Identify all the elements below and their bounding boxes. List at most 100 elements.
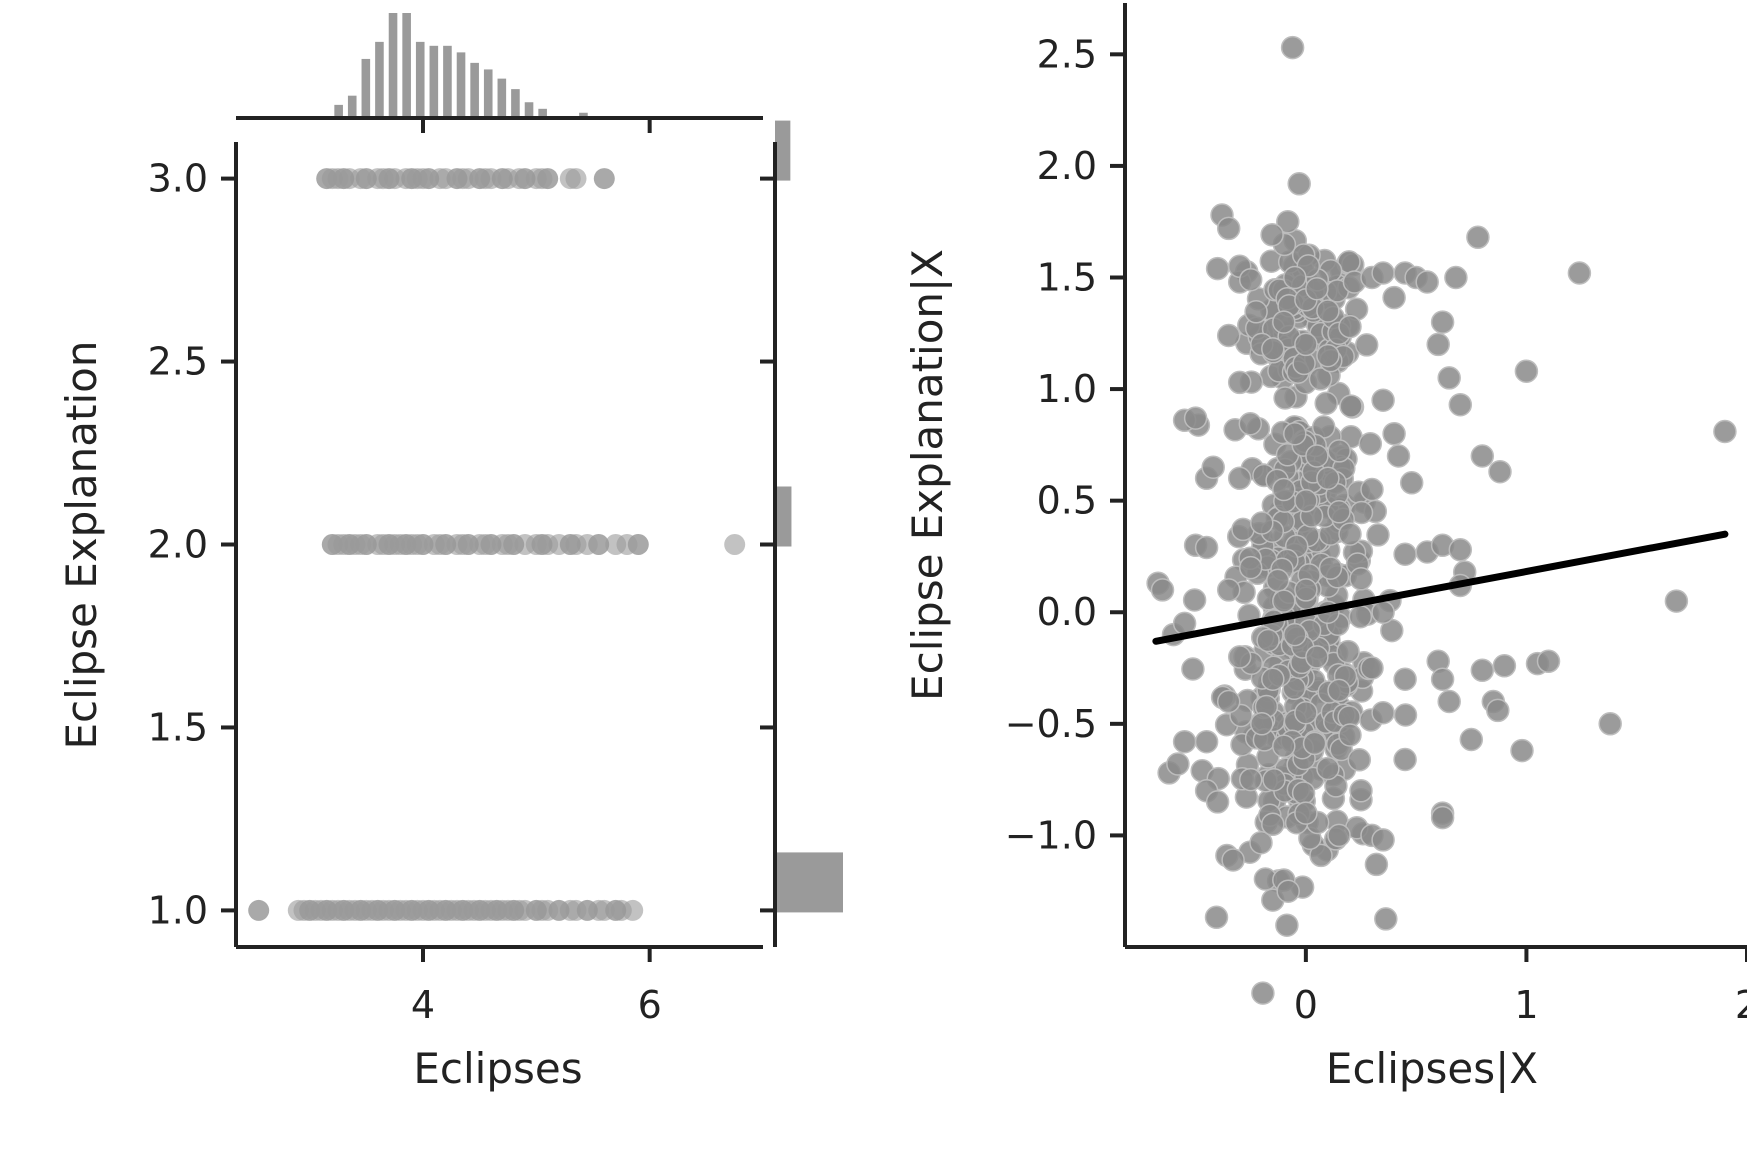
histogram-bar — [443, 45, 452, 118]
y-tick-label: 2.0 — [1037, 144, 1097, 188]
scatter-point — [1272, 310, 1296, 334]
scatter-point — [1272, 477, 1296, 502]
y-tick-label: 0.0 — [1037, 590, 1097, 634]
y-tick-label: −1.0 — [1005, 813, 1097, 857]
scatter-point — [1371, 261, 1395, 285]
histogram-bar — [775, 852, 843, 913]
scatter-point — [1266, 568, 1290, 593]
scatter-point — [627, 534, 649, 555]
scatter-point — [1488, 459, 1512, 484]
scatter-point — [1172, 729, 1197, 754]
scatter-point — [1448, 392, 1473, 417]
histogram-bar — [388, 13, 398, 118]
scatter-point — [1338, 314, 1362, 339]
scatter-point — [1430, 805, 1455, 830]
scatter-point — [1327, 678, 1351, 703]
left-scatter-points — [248, 168, 746, 921]
scatter-point — [1374, 907, 1398, 931]
histogram-bar — [429, 45, 439, 118]
scatter-point — [565, 168, 587, 190]
scatter-point — [1283, 622, 1307, 647]
scatter-point — [1360, 656, 1384, 680]
scatter-point — [1194, 729, 1219, 754]
scatter-point — [1260, 223, 1284, 247]
scatter-point — [1273, 386, 1297, 410]
scatter-point — [1339, 394, 1363, 418]
scatter-point — [1244, 300, 1268, 324]
scatter-point — [1364, 852, 1389, 877]
scatter-point — [1272, 589, 1296, 613]
scatter-point — [1294, 332, 1318, 357]
marginal-x-histogram — [334, 13, 588, 118]
scatter-point — [1262, 767, 1286, 792]
scatter-point — [1393, 703, 1418, 727]
scatter-point — [1371, 388, 1395, 412]
scatter-point — [1327, 500, 1351, 524]
scatter-point — [1338, 522, 1362, 546]
scatter-point — [1294, 488, 1318, 513]
marginal-y-histogram — [775, 120, 843, 913]
histogram-bar — [402, 13, 411, 118]
x-tick-label: 0 — [1294, 983, 1318, 1027]
scatter-point — [1272, 734, 1296, 758]
scatter-point — [1276, 879, 1300, 903]
scatter-point — [1287, 172, 1311, 196]
scatter-point — [724, 534, 746, 555]
scatter-point — [248, 899, 270, 921]
right-y-axis-label: Eclipse Explanation|X — [903, 249, 952, 701]
scatter-point — [1205, 256, 1230, 281]
scatter-point — [1250, 712, 1274, 736]
histogram-bar — [511, 89, 520, 118]
scatter-point — [1510, 738, 1534, 763]
scatter-point — [1275, 913, 1299, 937]
scatter-point — [1305, 276, 1329, 301]
y-tick-label: 1.0 — [1037, 367, 1097, 411]
scatter-point — [1316, 466, 1340, 491]
scatter-point — [1227, 370, 1252, 395]
histogram-bar — [579, 112, 588, 118]
scatter-point — [1415, 270, 1439, 294]
scatter-point — [1382, 421, 1406, 446]
scatter-point — [1249, 830, 1273, 855]
marginal-y-ticks — [760, 176, 775, 913]
scatter-point — [1261, 812, 1285, 837]
scatter-point — [1393, 542, 1417, 566]
scatter-point — [1238, 412, 1263, 436]
scatter-point — [1349, 779, 1373, 803]
scatter-point — [1316, 756, 1340, 781]
scatter-point — [1327, 823, 1351, 848]
left-x-axis-label: Eclipses — [413, 1044, 582, 1093]
scatter-point — [1183, 406, 1208, 430]
scatter-point — [1238, 267, 1263, 292]
scatter-point — [1221, 848, 1245, 872]
scatter-point — [1316, 299, 1340, 323]
scatter-point — [1276, 209, 1300, 234]
histogram-bar — [415, 41, 425, 118]
scatter-point — [622, 899, 644, 921]
y-tick-label: 0.5 — [1037, 479, 1097, 523]
scatter-point — [1250, 511, 1274, 535]
scatter-point — [1316, 343, 1340, 368]
y-tick-label: −0.5 — [1005, 702, 1097, 746]
right-x-ticks: 0 1 2 — [1294, 947, 1747, 1027]
scatter-point — [1216, 578, 1241, 602]
scatter-point — [1280, 35, 1305, 60]
y-tick-label: 1.5 — [148, 705, 208, 749]
marginal-x-ticks — [421, 118, 652, 133]
x-tick-label: 1 — [1514, 983, 1538, 1027]
scatter-point — [1251, 981, 1275, 1005]
scatter-point — [1305, 444, 1329, 468]
scatter-point — [1437, 689, 1461, 714]
scatter-point — [1358, 431, 1383, 456]
scatter-point — [1664, 589, 1689, 613]
scatter-point — [1338, 723, 1362, 747]
scatter-point — [537, 168, 559, 190]
scatter-point — [1309, 843, 1333, 868]
scatter-point — [1393, 667, 1417, 691]
scatter-point — [1216, 216, 1241, 241]
scatter-point — [1371, 828, 1395, 852]
scatter-point — [1194, 535, 1219, 560]
scatter-point — [1261, 337, 1285, 361]
